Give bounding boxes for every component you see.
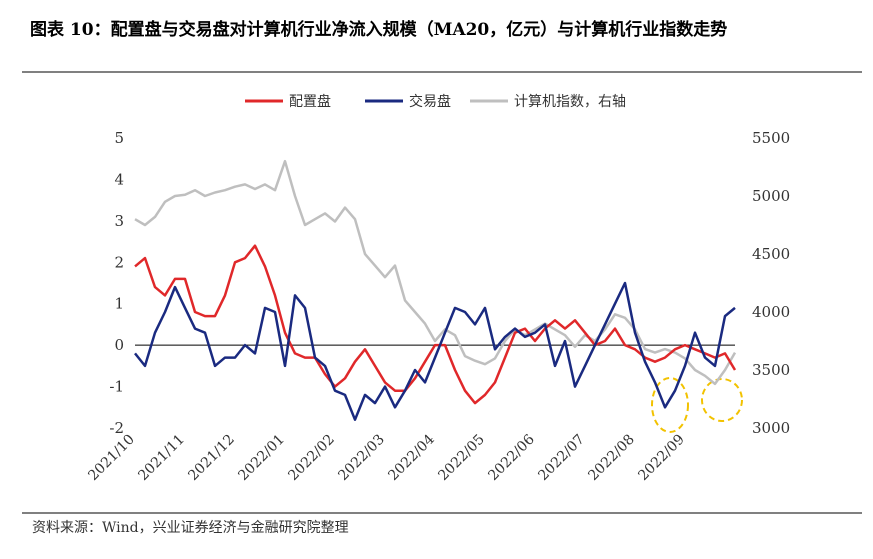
x-tick-label: 2022/05 (435, 432, 487, 484)
x-tick-label: 2022/04 (385, 431, 438, 484)
y-tick-label: -1 (109, 378, 124, 396)
series-line (134, 281, 736, 421)
legend-label: 配置盘 (289, 93, 331, 110)
x-tick-label: 2022/08 (585, 432, 637, 484)
chart-title: 图表 10：配置盘与交易盘对计算机行业净流入规模（MA20，亿元）与计算机行业指… (30, 19, 727, 40)
legend-label: 计算机指数，右轴 (514, 94, 626, 110)
x-tick-label: 2022/06 (485, 431, 538, 484)
y2-tick-label: 3000 (752, 419, 790, 437)
legend-label: 交易盘 (409, 93, 451, 110)
series-line (134, 159, 737, 386)
y-tick-label: 3 (114, 212, 124, 230)
x-tick-label: 2022/03 (335, 432, 387, 484)
y2-tick-label: 5500 (752, 129, 790, 147)
y-tick-label: 0 (114, 336, 124, 354)
source: 资料来源：Wind，兴业证券经济与金融研究院整理 (32, 520, 349, 536)
x-tick-label: 2022/09 (635, 432, 687, 484)
y-tick-label: -2 (109, 419, 124, 437)
highlight-circle (701, 378, 743, 422)
x-tick-label: 2021/11 (135, 432, 187, 484)
highlight-circle (651, 377, 689, 433)
y2-tick-label: 4000 (752, 303, 790, 321)
series-line (134, 244, 737, 405)
x-tick-label: 2022/07 (535, 432, 587, 484)
y-tick-label: 4 (114, 170, 124, 188)
x-tick-label: 2022/01 (235, 432, 287, 484)
y-tick-label: 1 (114, 295, 124, 313)
y-tick-label: 2 (114, 253, 124, 271)
y2-tick-label: 3500 (752, 361, 790, 379)
y2-tick-label: 4500 (752, 245, 790, 263)
y-tick-label: 5 (114, 129, 124, 147)
y2-tick-label: 5000 (752, 187, 790, 205)
x-tick-label: 2021/12 (185, 432, 237, 484)
x-tick-label: 2021/10 (85, 432, 137, 484)
x-tick-label: 2022/02 (285, 432, 337, 484)
